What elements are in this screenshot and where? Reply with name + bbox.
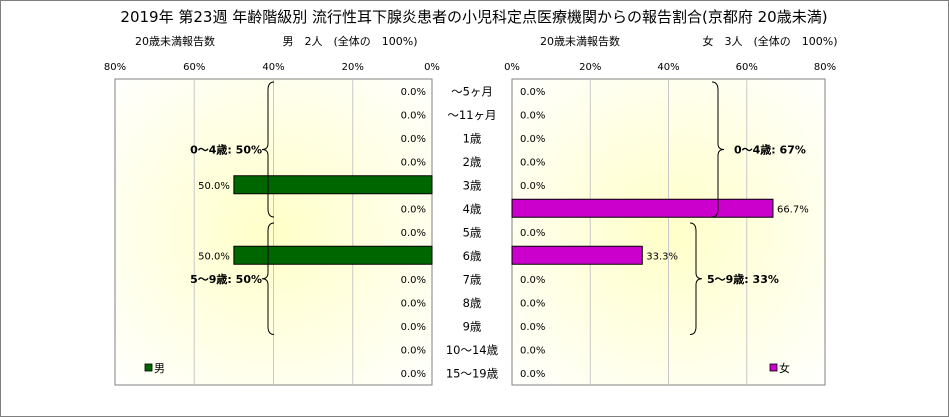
- female-group-label: 5～9歳: 33%: [707, 272, 779, 286]
- female-group-brace: [711, 81, 725, 218]
- male-group-label: 5～9歳: 50%: [190, 272, 262, 286]
- male-value-labels: 0.0% 0.0% 0.0% 0.0% 50.0% 0.0% 0.0% 50.0% 0.0% 0.…: [198, 87, 426, 380]
- female-summary: 女 3人 (全体の 100%): [702, 34, 837, 48]
- male-group-brace: [261, 222, 275, 335]
- male-value-label: 50.0%: [198, 251, 230, 262]
- female-tick-label: 80%: [814, 62, 836, 73]
- age-category-label: 1歳: [463, 131, 482, 145]
- age-category-label: 2歳: [463, 155, 482, 169]
- female-axis-ticks: 0% 20% 40% 60% 80%: [504, 62, 836, 73]
- male-value-label: 0.0%: [401, 275, 426, 286]
- female-tick-label: 20%: [579, 62, 601, 73]
- male-summary: 男 2人 (全体の 100%): [282, 34, 417, 48]
- age-category-label: ～5ヶ月: [451, 84, 493, 98]
- female-value-label: 0.0%: [520, 298, 545, 309]
- male-tick-label: 60%: [183, 62, 205, 73]
- male-value-label: 0.0%: [401, 157, 426, 168]
- male-group-brace: [261, 81, 275, 218]
- female-value-label: 0.0%: [520, 369, 545, 380]
- male-tick-label: 80%: [104, 62, 126, 73]
- female-group-label: 0～4歳: 67%: [734, 143, 806, 157]
- age-category-label: 15～19歳: [446, 366, 499, 380]
- female-legend-label: 女: [779, 361, 790, 375]
- female-value-label: 0.0%: [520, 345, 545, 356]
- age-category-label: 10～14歳: [446, 343, 499, 357]
- age-category-labels: ～5ヶ月 ～11ヶ月 1歳 2歳 3歳 4歳 5歳 6歳 7歳 8歳 9歳 10～14歳 15～19歳: [446, 84, 499, 380]
- female-bar: [511, 245, 643, 265]
- female-value-label: 0.0%: [520, 181, 545, 192]
- male-value-label: 0.0%: [401, 110, 426, 121]
- male-bar: [233, 175, 433, 195]
- female-value-label: 0.0%: [520, 228, 545, 239]
- female-value-label: 33.3%: [646, 251, 678, 262]
- female-value-labels: 0.0% 0.0% 0.0% 0.0% 0.0% 66.7% 0.0% 33.3% 0.0% 0.…: [520, 87, 809, 380]
- male-bar: [233, 245, 433, 265]
- female-value-label: 0.0%: [520, 134, 545, 145]
- female-value-label: 0.0%: [520, 157, 545, 168]
- age-category-label: 5歳: [463, 225, 482, 239]
- female-value-label: 0.0%: [520, 110, 545, 121]
- age-group-annotations: 0～4歳: 50% 5～9歳: 50% 0～4歳: 67% 5～9歳: 33%: [190, 81, 806, 335]
- male-axis-ticks: 0% 20% 40% 60% 80%: [104, 62, 440, 73]
- male-value-label: 0.0%: [401, 345, 426, 356]
- right-subheader: 20歳未満報告数: [540, 35, 620, 48]
- age-category-label: 3歳: [463, 178, 482, 192]
- age-category-label: 8歳: [463, 296, 482, 310]
- female-tick-label: 0%: [504, 62, 520, 73]
- male-legend-swatch: [144, 363, 153, 372]
- female-gridlines: [589, 79, 748, 385]
- male-value-label: 0.0%: [401, 369, 426, 380]
- male-value-label: 0.0%: [401, 204, 426, 215]
- chart-title: 2019年 第23週 年齢階級別 流行性耳下腺炎患者の小児科定点医療機関からの報…: [120, 8, 827, 26]
- female-bar: [511, 198, 774, 218]
- female-group-brace: [689, 222, 703, 335]
- age-category-label: 9歳: [463, 319, 482, 333]
- female-tick-label: 60%: [736, 62, 758, 73]
- male-value-label: 0.0%: [401, 228, 426, 239]
- male-tick-label: 40%: [262, 62, 284, 73]
- male-value-label: 0.0%: [401, 87, 426, 98]
- male-tick-label: 20%: [342, 62, 364, 73]
- age-category-label: 6歳: [463, 249, 482, 263]
- male-bars: [233, 175, 433, 265]
- left-subheader: 20歳未満報告数: [135, 35, 215, 48]
- age-category-label: 7歳: [463, 272, 482, 286]
- female-value-label: 66.7%: [777, 204, 809, 215]
- male-value-label: 0.0%: [401, 134, 426, 145]
- male-value-label: 0.0%: [401, 322, 426, 333]
- female-bars: [511, 198, 774, 265]
- male-value-label: 0.0%: [401, 298, 426, 309]
- female-value-label: 0.0%: [520, 87, 545, 98]
- age-category-label: 4歳: [463, 202, 482, 216]
- female-tick-label: 40%: [657, 62, 679, 73]
- male-group-label: 0～4歳: 50%: [190, 143, 262, 157]
- male-value-label: 50.0%: [198, 181, 230, 192]
- male-legend-label: 男: [154, 362, 165, 375]
- female-value-label: 0.0%: [520, 275, 545, 286]
- male-tick-label: 0%: [424, 62, 440, 73]
- age-category-label: ～11ヶ月: [447, 108, 496, 122]
- female-value-label: 0.0%: [520, 322, 545, 333]
- female-legend-swatch: [769, 363, 778, 372]
